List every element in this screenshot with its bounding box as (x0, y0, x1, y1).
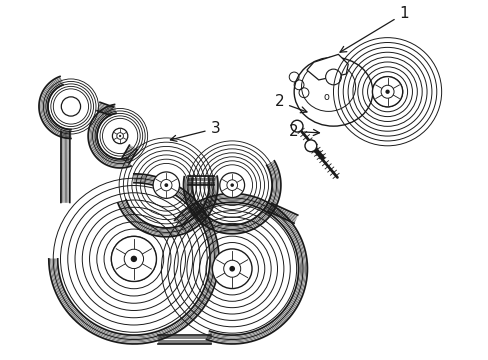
Text: 1: 1 (339, 6, 408, 52)
Circle shape (226, 180, 237, 190)
Text: 2: 2 (288, 124, 319, 139)
Circle shape (372, 77, 402, 107)
Circle shape (325, 69, 341, 85)
Ellipse shape (294, 57, 372, 126)
Circle shape (229, 266, 235, 271)
Circle shape (161, 180, 172, 191)
Circle shape (380, 85, 393, 98)
Circle shape (112, 128, 127, 144)
Circle shape (153, 172, 179, 198)
Text: 2: 2 (274, 94, 306, 113)
Circle shape (212, 249, 251, 289)
Text: 3: 3 (170, 121, 220, 141)
Circle shape (124, 249, 143, 269)
Circle shape (130, 256, 137, 262)
Polygon shape (306, 54, 347, 80)
Circle shape (385, 90, 389, 94)
Circle shape (291, 120, 303, 132)
Text: o: o (323, 91, 329, 102)
Circle shape (223, 260, 240, 277)
Circle shape (220, 173, 244, 198)
Circle shape (111, 236, 156, 282)
Circle shape (117, 133, 123, 139)
Circle shape (305, 140, 316, 152)
Circle shape (230, 183, 233, 187)
Circle shape (164, 183, 168, 187)
Circle shape (119, 135, 121, 137)
Circle shape (61, 97, 81, 116)
